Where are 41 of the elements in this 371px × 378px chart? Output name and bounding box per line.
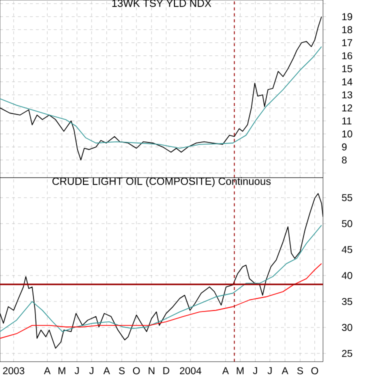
- y-tick-label: 16: [342, 52, 352, 60]
- x-tick-label: D: [163, 367, 170, 374]
- x-tick-label: A: [222, 367, 229, 374]
- y-tick-label: 30: [342, 324, 352, 331]
- y-tick-label: 17: [342, 39, 352, 46]
- x-tick-label: O: [133, 367, 140, 374]
- y-tick-label: 11: [342, 117, 352, 124]
- y-tick-label: 12: [342, 104, 352, 112]
- x-tick-label: J: [89, 367, 94, 374]
- y-tick-label: 40: [342, 272, 352, 280]
- line-series: [0, 224, 322, 332]
- y-tick-label: 50: [342, 220, 352, 228]
- y-tick-label: 8: [342, 156, 347, 164]
- x-tick-label: M: [58, 367, 66, 374]
- x-tick-label: 2003: [3, 367, 24, 374]
- y-tick-label: 45: [342, 246, 352, 254]
- y-tick-label: 15: [342, 65, 352, 72]
- y-tick-label: 14: [342, 78, 352, 86]
- chart-title: CRUDE LIGHT OIL (COMPOSITE) Continuous: [52, 177, 271, 187]
- line-series: [0, 46, 322, 149]
- x-tick-label: J: [252, 367, 258, 374]
- y-tick-label: 25: [342, 350, 352, 357]
- x-tick-label: A: [44, 367, 51, 374]
- x-tick-label: J: [268, 367, 272, 374]
- x-tick-label: M: [236, 367, 244, 374]
- y-tick-label: 35: [342, 298, 352, 306]
- y-tick-label: 55: [342, 194, 352, 202]
- y-tick-label: 9: [342, 143, 347, 150]
- y-tick-label: 18: [342, 26, 352, 34]
- x-tick-label: 2004: [180, 367, 202, 374]
- x-tick-label: A: [282, 367, 288, 374]
- x-tick-label: S: [118, 367, 125, 374]
- x-tick-label: J: [74, 367, 79, 374]
- y-tick-label: 10: [342, 130, 352, 138]
- x-tick-label: A: [103, 367, 110, 374]
- x-tick-label: N: [148, 367, 154, 374]
- chart-title: 13WK TSY YLD NDX: [112, 0, 212, 7]
- y-tick-label: 19: [342, 13, 352, 20]
- x-tick-label: O: [311, 367, 318, 374]
- x-tick-label: S: [297, 367, 303, 374]
- y-tick-label: 13: [342, 91, 352, 98]
